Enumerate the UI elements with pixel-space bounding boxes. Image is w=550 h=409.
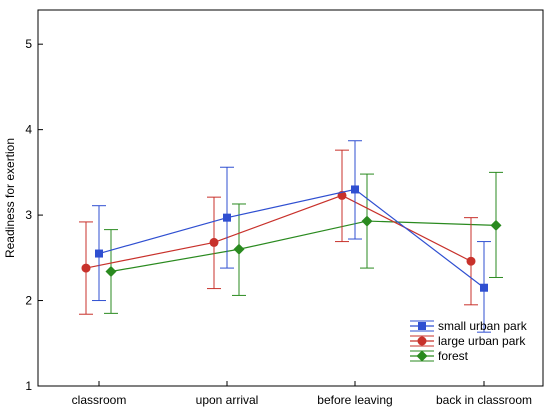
data-point xyxy=(81,263,91,273)
x-tick-label: before leaving xyxy=(317,393,392,407)
legend-label: small urban park xyxy=(438,319,528,333)
series-line xyxy=(98,188,485,289)
x-tick-label: back in classroom xyxy=(436,393,532,407)
data-point xyxy=(466,256,476,266)
y-axis: 1 2 3 4 5 xyxy=(25,37,43,393)
data-point xyxy=(361,215,373,227)
y-tick-label: 2 xyxy=(25,294,32,308)
plot-area xyxy=(37,9,544,387)
y-axis-title: Readiness for exertion xyxy=(3,138,17,258)
data-point xyxy=(105,265,117,277)
data-point xyxy=(351,185,359,194)
x-tick-label: upon arrival xyxy=(196,393,259,407)
legend-label: large urban park xyxy=(438,334,526,348)
series-small-urban-park xyxy=(92,140,491,333)
legend-marker xyxy=(418,322,426,330)
y-tick-label: 3 xyxy=(25,208,32,222)
data-point xyxy=(490,219,502,231)
x-tick-label: classroom xyxy=(72,393,127,407)
data-point xyxy=(95,249,103,258)
series-layer xyxy=(79,140,503,333)
series-forest xyxy=(104,171,503,314)
legend-marker xyxy=(416,350,428,362)
data-point xyxy=(223,213,231,222)
legend-marker xyxy=(417,336,427,346)
y-tick-label: 4 xyxy=(25,123,32,137)
data-point xyxy=(233,243,245,255)
x-axis: classroom upon arrival before leaving back … xyxy=(72,381,532,407)
data-point xyxy=(209,237,219,247)
series-line xyxy=(110,220,497,273)
legend-label: forest xyxy=(438,349,469,363)
y-tick-label: 5 xyxy=(25,37,32,51)
y-tick-label: 1 xyxy=(25,379,32,393)
data-point xyxy=(480,283,488,292)
